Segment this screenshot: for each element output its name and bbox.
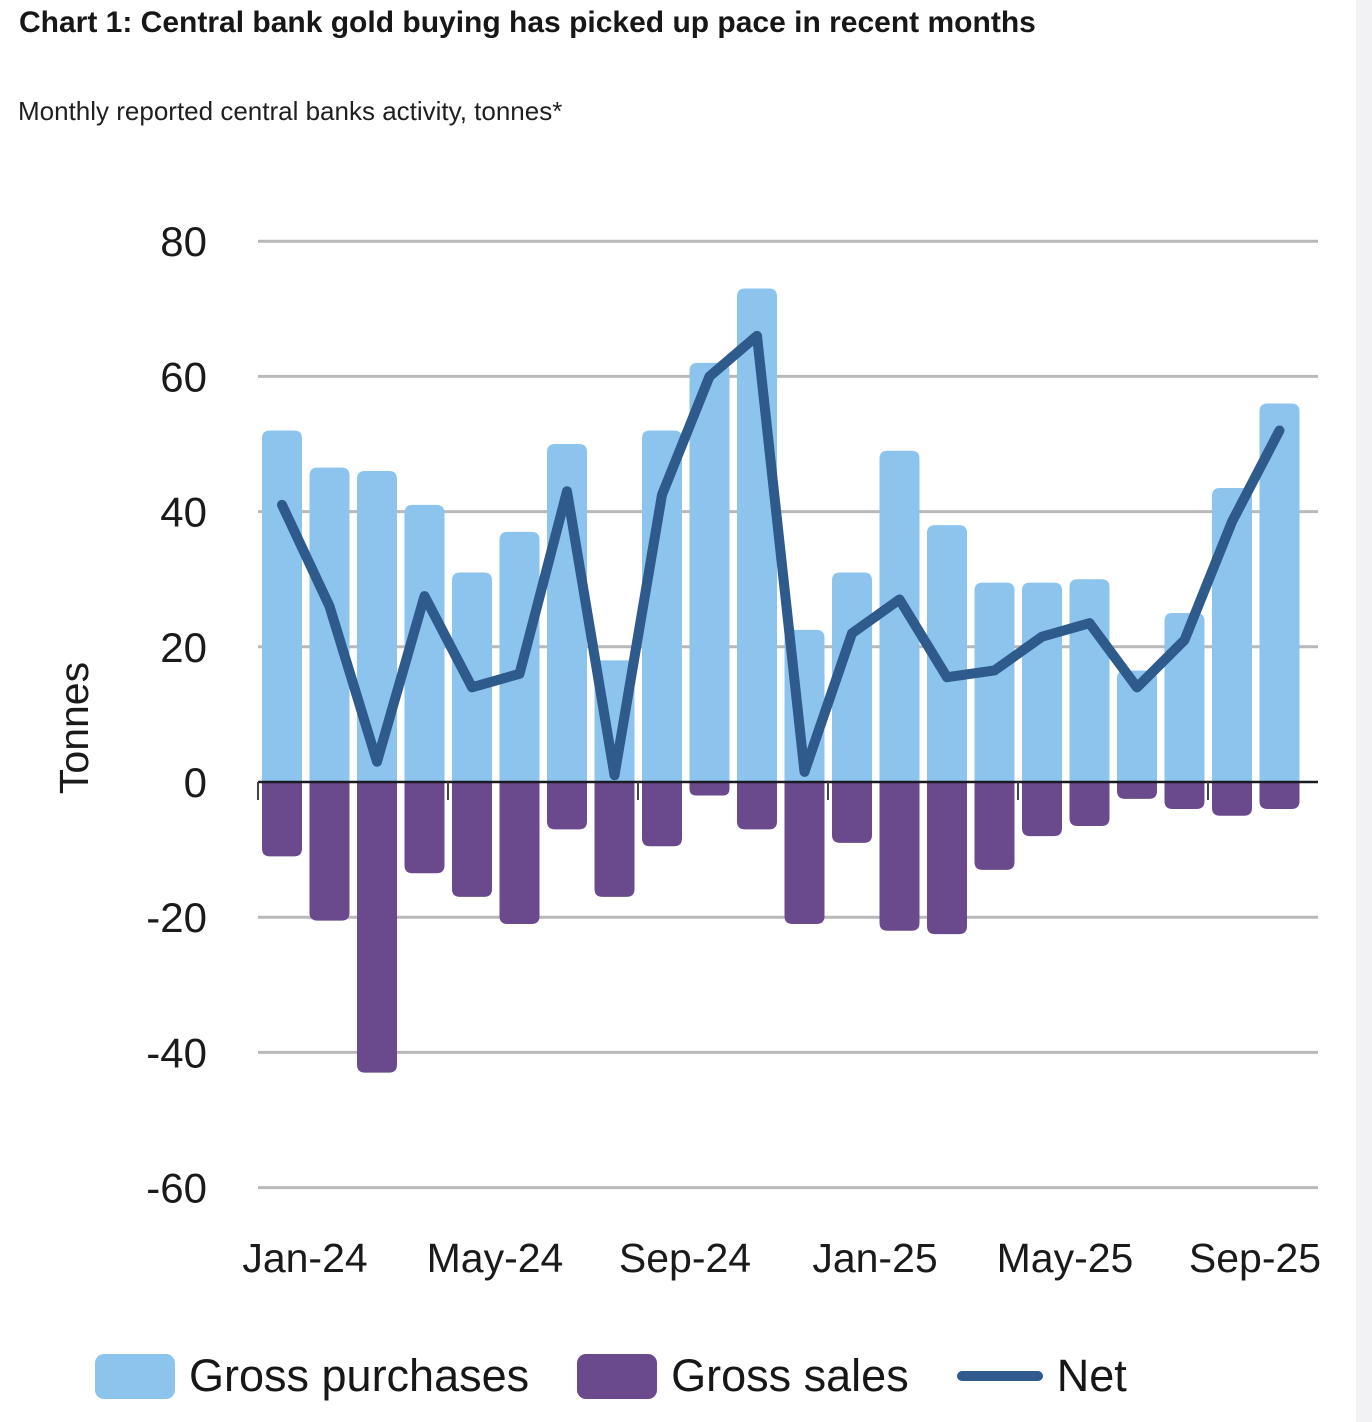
bar-gross-sales-Oct-25 (1259, 782, 1300, 810)
legend-label: Gross purchases (189, 1350, 530, 1401)
bar-gross-purchases-Apr-25 (974, 582, 1015, 782)
bar-gross-sales-Jan-25 (832, 782, 872, 843)
bar-gross-purchases-Feb-24 (309, 467, 350, 782)
bar-gross-sales-Sep-24 (642, 782, 682, 847)
legend-label: Gross sales (671, 1350, 909, 1401)
legend-item-gross-purchases: Gross purchases (95, 1350, 529, 1402)
bar-gross-purchases-Jul-25 (1117, 670, 1157, 782)
legend-item-net: Net (956, 1350, 1127, 1402)
y-tick-label--20: -20 (146, 894, 207, 941)
bar-gross-sales-Jan-24 (262, 782, 302, 857)
chart-title: Chart 1: Central bank gold buying has pi… (19, 6, 1036, 39)
bar-gross-purchases-Sep-25 (1212, 487, 1252, 782)
y-tick-label-80: 80 (160, 218, 207, 265)
legend-item-gross-sales: Gross sales (577, 1350, 909, 1402)
bar-gross-sales-Apr-25 (974, 782, 1015, 870)
y-tick-label--40: -40 (146, 1029, 207, 1076)
net-line (277, 330, 1285, 781)
x-tick-label-May-25: May-25 (997, 1235, 1134, 1281)
net-line-swatch-icon (956, 1371, 1043, 1381)
bar-gross-purchases-Apr-24 (404, 504, 445, 782)
bar-gross-sales-Feb-24 (309, 782, 350, 921)
x-tick-label-Sep-24: Sep-24 (619, 1235, 751, 1281)
y-tick-label-60: 60 (160, 353, 207, 400)
y-tick-label--60: -60 (146, 1165, 207, 1212)
bar-gross-purchases-Oct-25 (1259, 403, 1300, 782)
bar-gross-sales-Aug-25 (1164, 782, 1205, 810)
bar-gross-sales-Aug-24 (594, 782, 635, 897)
page-edge-strip (1356, 0, 1372, 1422)
bar-gross-sales-Feb-25 (879, 782, 920, 931)
y-tick-label-40: 40 (160, 489, 207, 536)
bar-gross-sales-Jul-25 (1117, 782, 1157, 799)
bar-gross-sales-Apr-24 (404, 782, 445, 874)
chart-subtitle: Monthly reported central banks activity,… (18, 96, 563, 126)
bar-gross-sales-Oct-24 (689, 782, 730, 796)
x-tick-label-Sep-25: Sep-25 (1189, 1235, 1321, 1281)
bar-gross-purchases-Jun-25 (1069, 579, 1110, 782)
bar-gross-sales-Jun-25 (1069, 782, 1110, 826)
chart-legend: Gross purchases Gross sales Net (95, 1350, 1127, 1402)
bar-gross-sales-Mar-25 (927, 782, 967, 935)
gross-purchases-swatch-icon (95, 1353, 175, 1399)
bar-gross-purchases-Mar-24 (357, 471, 397, 782)
x-tick-label-Jan-24: Jan-24 (242, 1235, 367, 1281)
chart-canvas: 80 60 40 20 0 -20 -40 -60 Jan-24 May-24 Sep-24 Jan-… (51, 218, 1321, 1281)
bar-gross-sales-Dec-24 (784, 782, 825, 924)
bar-gross-purchases-Jan-24 (262, 430, 302, 782)
bar-gross-purchases-Oct-24 (689, 362, 730, 782)
bar-gross-sales-Mar-24 (357, 782, 397, 1073)
bar-gross-sales-May-24 (452, 782, 492, 897)
x-tick-label-May-24: May-24 (427, 1235, 564, 1281)
bar-gross-purchases-Mar-25 (927, 525, 967, 782)
bar-gross-purchases-May-25 (1022, 582, 1062, 782)
bar-gross-sales-May-25 (1022, 782, 1062, 837)
bar-gross-sales-Sep-25 (1212, 782, 1252, 816)
legend-label: Net (1056, 1350, 1127, 1401)
gross-sales-swatch-icon (577, 1353, 658, 1399)
bar-gross-purchases-Feb-25 (879, 450, 920, 782)
bar-gross-sales-Jul-24 (547, 782, 587, 830)
y-axis-title: Tonnes (51, 662, 97, 794)
y-tick-label-20: 20 (160, 624, 207, 671)
bar-gross-purchases-Sep-24 (642, 430, 682, 782)
bar-gross-sales-Nov-24 (737, 782, 777, 830)
x-tick-label-Jan-25: Jan-25 (812, 1235, 937, 1281)
y-tick-label-0: 0 (184, 759, 207, 806)
bar-gross-sales-Jun-24 (499, 782, 540, 924)
